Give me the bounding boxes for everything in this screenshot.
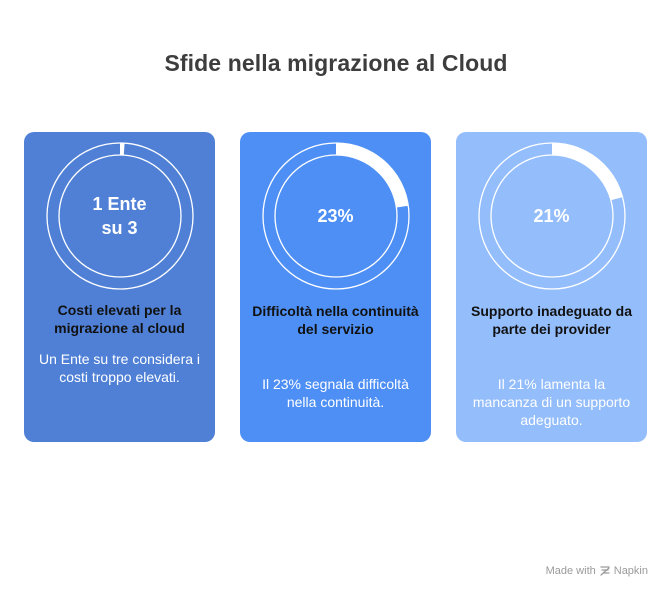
progress-ring [262,142,410,290]
center-label-line2: su 3 [101,218,138,238]
card-costs: 1 Ente su 3 Costi elevati per la migrazi… [24,132,215,442]
card-description: Il 23% segnala difficoltà nella continui… [262,376,409,410]
card-continuity: 23% Difficoltà nella continuità del serv… [240,132,431,442]
made-with-napkin-badge[interactable]: Made with Napkin [546,565,648,577]
card-center-label: 1 Ente su 3 [24,192,215,240]
card-heading: Supporto inadeguato da parte dei provide… [471,303,632,337]
card-heading: Difficoltà nella continuità del servizio [252,303,419,337]
napkin-logo-icon [600,566,610,576]
card-support: 21% Supporto inadeguato da parte dei pro… [456,132,647,442]
card-description: Il 21% lamenta la mancanza di un support… [472,376,631,428]
card-center-label: 23% [317,206,354,226]
napkin-brand-label: Napkin [613,565,648,577]
center-label-line1: 1 Ente [92,194,147,214]
card-heading: Costi elevati per la migrazione al cloud [54,302,185,336]
made-with-label: Made with [545,565,596,577]
card-center-label: 21% [533,206,570,226]
card-description: Un Ente su tre considera i costi troppo … [38,351,201,385]
progress-ring [478,142,626,290]
page-title: Sfide nella migrazione al Cloud [164,50,508,76]
progress-ring [46,142,194,290]
